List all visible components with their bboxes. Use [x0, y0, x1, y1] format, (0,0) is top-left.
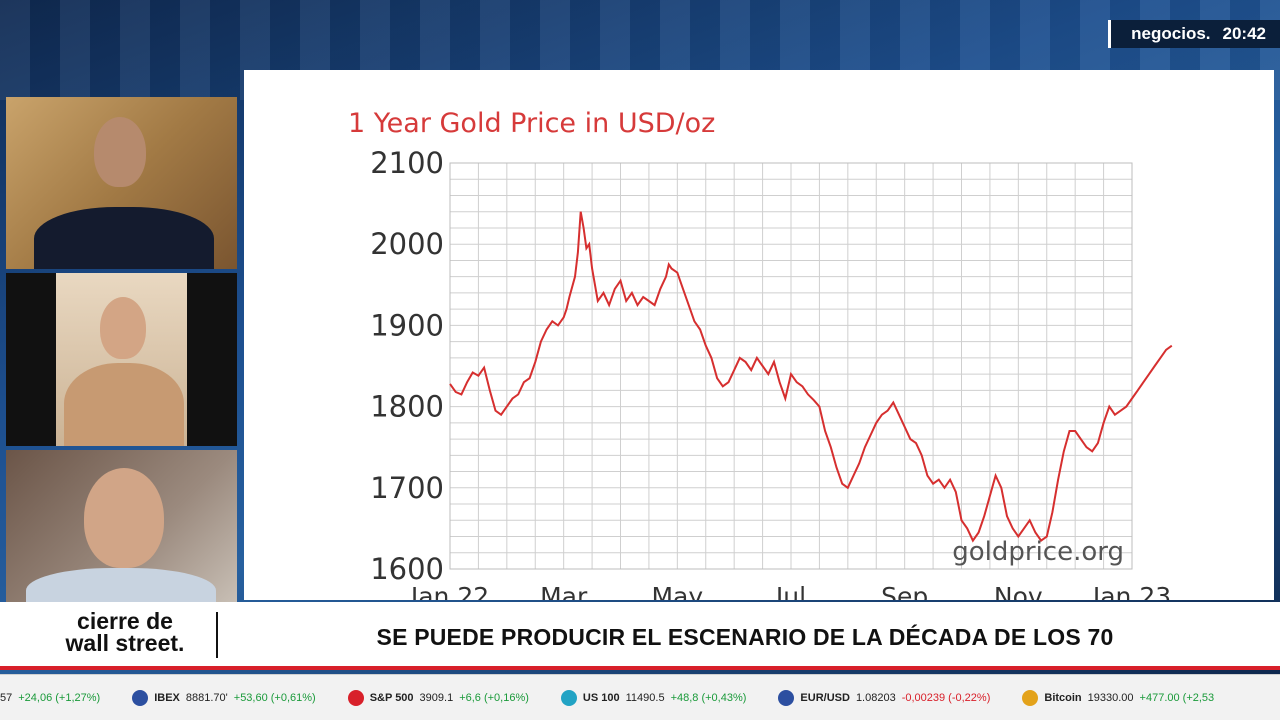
ticker-value: 57 [0, 691, 13, 704]
ticker-change: +477.00 (+2,53 [1139, 691, 1215, 704]
plot-frame [449, 162, 1133, 570]
ticker-item: Bitcoin 19330.00 +477.00 (+2,53 [1022, 689, 1215, 706]
x-tick-label: Nov [994, 582, 1043, 600]
x-tick-label: Jul [774, 582, 806, 600]
y-tick-label: 2000 [370, 227, 444, 261]
market-ticker: 57 +24,06 (+1,27%) IBEX 8881.70' +53,60 (+0,… [0, 674, 1280, 720]
ticker-value: 19330.00 [1087, 691, 1134, 704]
chart-svg: 1 Year Gold Price in USD/oz 1600 1700 1800… [348, 108, 1173, 600]
x-tick-label: May [651, 582, 703, 600]
y-tick-label: 1800 [370, 390, 444, 424]
network-bug: negocios. 20:42 [1108, 20, 1280, 48]
sp500-icon [347, 689, 364, 706]
presenter-head [84, 468, 164, 568]
x-tick-label: Sep [881, 582, 928, 600]
show-name-line2: wall street. [65, 630, 185, 656]
show-name-line1: cierre de [77, 608, 173, 634]
presenter-video-3 [6, 450, 237, 602]
presenter-head [100, 297, 146, 359]
divider [216, 612, 218, 658]
y-axis: 1600 1700 1800 1900 2000 2100 [370, 146, 444, 586]
chart-watermark: goldprice.org [952, 537, 1124, 567]
chart-title: 1 Year Gold Price in USD/oz [348, 108, 715, 139]
euro-icon [778, 689, 795, 706]
ticker-name: US 100 [582, 691, 620, 704]
y-tick-label: 1700 [370, 471, 444, 505]
ticker-change: +24,06 (+1,27%) [18, 691, 101, 704]
ticker-change: +48,8 (+0,43%) [670, 691, 747, 704]
us100-icon [560, 689, 577, 706]
ticker-value: 11490.5 [625, 691, 665, 704]
y-tick-label: 1900 [370, 308, 444, 342]
ticker-item: 57 +24,06 (+1,27%) [0, 692, 100, 704]
ticker-item: EUR/USD 1.08203 -0,00239 (-0,22%) [778, 689, 991, 706]
x-tick-label: Jan 22 [409, 582, 489, 600]
presenter-body [64, 363, 184, 446]
y-tick-label: 1600 [370, 552, 444, 586]
bitcoin-icon [1022, 689, 1039, 706]
presenter-body [26, 568, 216, 602]
ticker-name: S&P 500 [369, 691, 414, 704]
ticker-change: +53,60 (+0,61%) [233, 691, 316, 704]
ticker-change: +6,6 (+0,16%) [459, 691, 529, 704]
ticker-change: -0,00239 (-0,22%) [901, 691, 991, 704]
clock: 20:42 [1222, 24, 1266, 43]
ibex-icon [132, 689, 149, 706]
ticker-value: 1.08203 [855, 691, 896, 704]
presenter-video-2 [6, 273, 237, 446]
x-tick-label: Jan 23 [1091, 582, 1171, 600]
ticker-name: IBEX [154, 691, 180, 704]
lower-third: cierre de wall street. SE PUEDE PRODUCIR… [0, 602, 1280, 670]
ticker-name: Bitcoin [1044, 691, 1082, 704]
gold-price-chart: 1 Year Gold Price in USD/oz 1600 1700 1800… [244, 70, 1274, 600]
x-axis: Jan 22 Mar May Jul Sep Nov Jan 23 [409, 582, 1171, 600]
headline: SE PUEDE PRODUCIR EL ESCENARIO DE LA DÉC… [376, 624, 1114, 650]
ticker-value: 3909.1 [419, 691, 454, 704]
presenter-body [34, 207, 214, 269]
ticker-value: 8881.70' [185, 691, 228, 704]
y-tick-label: 2100 [370, 146, 444, 180]
ticker-item: US 100 11490.5 +48,8 (+0,43%) [560, 689, 747, 706]
ticker-name: EUR/USD [800, 691, 850, 704]
network-logo: negocios. [1131, 24, 1211, 43]
ticker-item: IBEX 8881.70' +53,60 (+0,61%) [132, 689, 316, 706]
chart-grid [449, 162, 1133, 570]
price-line [449, 211, 1173, 543]
presenter-head [94, 117, 146, 187]
presenter-video-1 [6, 97, 237, 269]
x-tick-label: Mar [540, 582, 588, 600]
show-name: cierre de wall street. [45, 608, 205, 656]
ticker-item: S&P 500 3909.1 +6,6 (+0,16%) [347, 689, 529, 706]
